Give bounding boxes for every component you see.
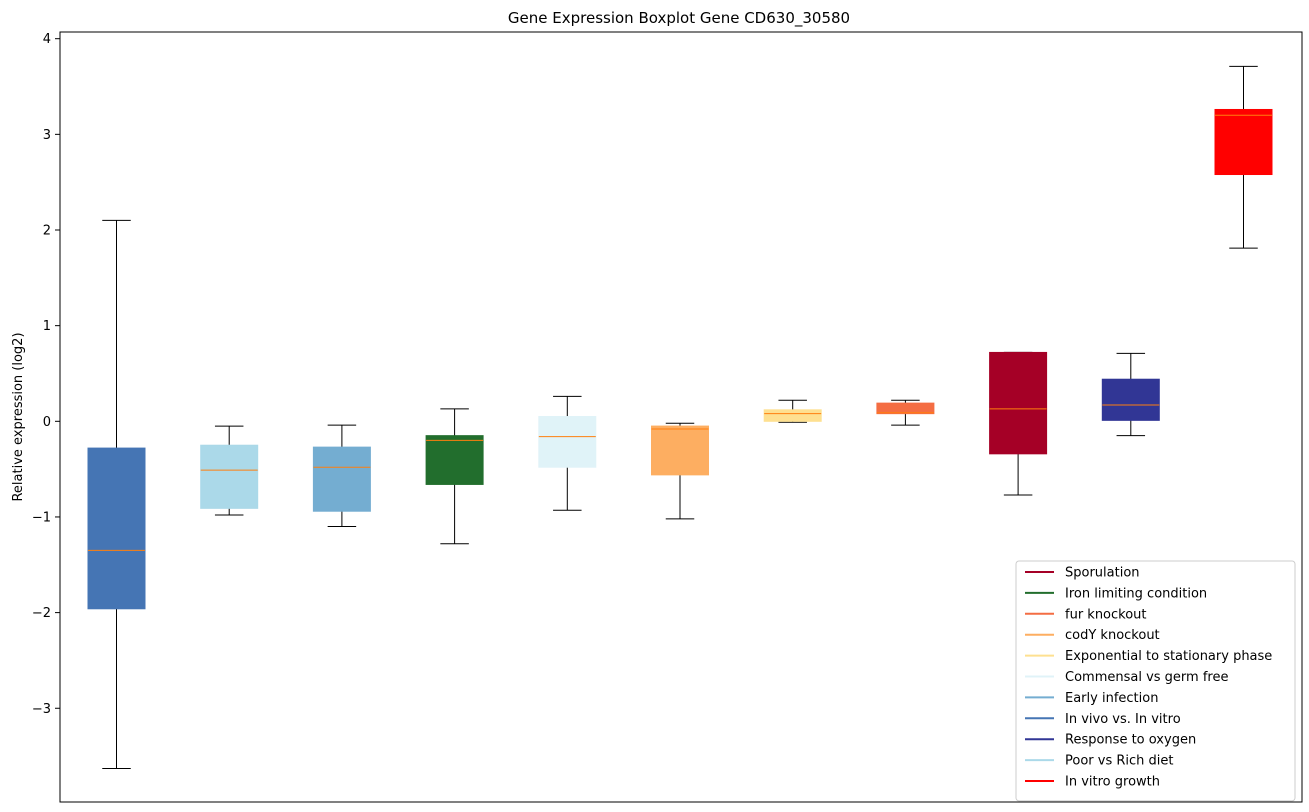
- box-11: [1214, 65, 1273, 249]
- iqr-box: [87, 447, 146, 610]
- box-9: [989, 351, 1048, 496]
- legend-label: Poor vs Rich diet: [1065, 754, 1173, 769]
- box-1: [87, 219, 146, 770]
- chart-title: Gene Expression Boxplot Gene CD630_30580: [508, 9, 850, 28]
- y-tick-label: 3: [43, 128, 51, 143]
- legend-label: Response to oxygen: [1065, 733, 1196, 748]
- iqr-box: [312, 446, 371, 512]
- plot-area: [87, 65, 1273, 770]
- legend-label: Commensal vs germ free: [1065, 670, 1228, 685]
- iqr-box: [651, 425, 709, 476]
- iqr-box: [538, 416, 597, 468]
- iqr-box: [425, 435, 484, 485]
- legend-box: [1015, 560, 1296, 802]
- legend: Sporulation Iron limiting condition fur kn…: [1015, 560, 1296, 802]
- legend-label: Sporulation: [1065, 566, 1140, 581]
- iqr-box: [876, 402, 935, 415]
- y-tick-label: 2: [43, 224, 51, 239]
- y-tick-label: 1: [43, 319, 51, 334]
- legend-label: In vivo vs. In vitro: [1065, 712, 1181, 727]
- legend-label: fur knockout: [1065, 607, 1147, 622]
- legend-label: In vitro growth: [1065, 775, 1160, 790]
- legend-label: codY knockout: [1065, 628, 1160, 643]
- y-tick-label: 4: [43, 32, 51, 47]
- box-5: [538, 395, 597, 511]
- y-tick-label: −2: [32, 606, 51, 621]
- box-10: [1101, 352, 1160, 437]
- legend-label: Iron limiting condition: [1065, 586, 1207, 601]
- iqr-box: [1214, 108, 1273, 176]
- legend-label: Early infection: [1065, 691, 1158, 706]
- box-4: [425, 408, 484, 545]
- box-7: [763, 399, 822, 423]
- iqr-box: [763, 409, 822, 422]
- box-8: [876, 399, 935, 426]
- y-axis-label: Relative expression (log2): [11, 332, 26, 501]
- box-6: [651, 422, 709, 520]
- y-axis: −3 −2 −1 0 1 2 3 4: [32, 32, 60, 717]
- y-tick-label: −1: [32, 510, 51, 525]
- axes-frame: [59, 31, 1303, 803]
- y-tick-label: −3: [32, 702, 51, 717]
- y-tick-label: 0: [43, 415, 51, 430]
- iqr-box: [989, 351, 1048, 455]
- box-3: [312, 424, 371, 528]
- iqr-box: [1101, 378, 1160, 421]
- iqr-box: [200, 444, 259, 509]
- box-2: [200, 425, 259, 516]
- legend-label: Exponential to stationary phase: [1065, 649, 1272, 664]
